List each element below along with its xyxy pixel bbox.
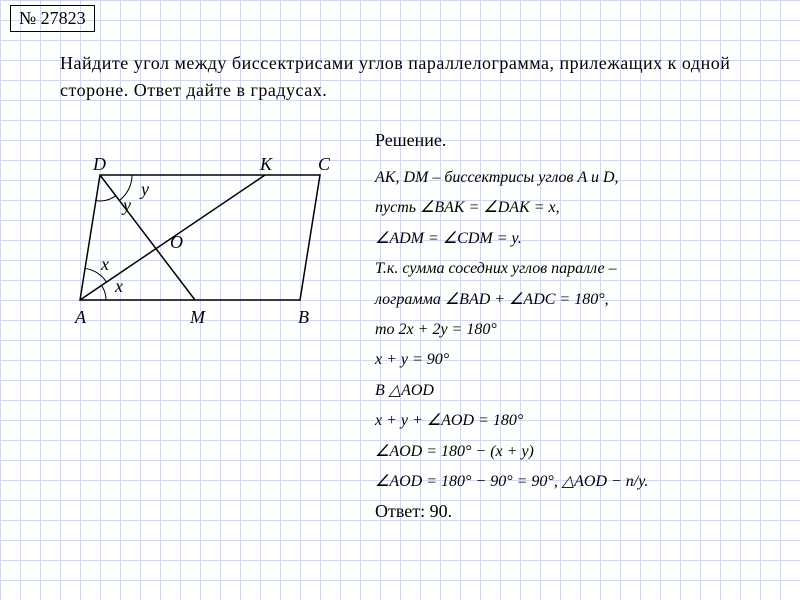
solution-line: пусть ∠BAK = ∠DAK = x, xyxy=(375,193,775,223)
angle-label-y1: y xyxy=(121,195,131,215)
angle-label-x1: x xyxy=(100,254,109,274)
vertex-label-d: D xyxy=(92,155,106,174)
problem-text: Найдите угол между биссектрисами углов п… xyxy=(60,50,760,104)
vertex-label-b: B xyxy=(298,307,309,327)
solution-line: то 2x + 2y = 180° xyxy=(375,315,775,345)
geometry-diagram: A B C D K M O x x y y xyxy=(55,155,335,355)
solution-line: x + y + ∠AOD = 180° xyxy=(375,406,775,436)
solution-line: Т.к. сумма соседних углов паралле – xyxy=(375,254,775,284)
vertex-label-k: K xyxy=(259,155,273,174)
solution-column: Решение. AK, DM – биссектрисы углов A и … xyxy=(375,130,775,522)
solution-title: Решение. xyxy=(375,130,775,151)
vertex-label-c: C xyxy=(318,155,331,174)
solution-line: ∠ADM = ∠CDM = y. xyxy=(375,224,775,254)
angle-arc-a1 xyxy=(102,285,106,300)
solution-line: ∠AOD = 180° − (x + y) xyxy=(375,437,775,467)
solution-line: AK, DM – биссектрисы углов A и D, xyxy=(375,163,775,193)
angle-label-x2: x xyxy=(114,276,123,296)
vertex-label-o: O xyxy=(170,232,183,252)
angle-arc-d1 xyxy=(96,196,116,201)
solution-line: x + y = 90° xyxy=(375,345,775,375)
solution-line: лограмма ∠BAD + ∠ADC = 180°, xyxy=(375,285,775,315)
problem-number: № 27823 xyxy=(10,5,95,32)
vertex-label-m: M xyxy=(189,307,206,327)
answer-label: Ответ: 90. xyxy=(375,501,775,522)
vertex-label-a: A xyxy=(74,307,87,327)
angle-label-y2: y xyxy=(139,179,149,199)
solution-line: В △AOD xyxy=(375,376,775,406)
solution-line: ∠AOD = 180° − 90° = 90°, △AOD − п/у. xyxy=(375,467,775,497)
